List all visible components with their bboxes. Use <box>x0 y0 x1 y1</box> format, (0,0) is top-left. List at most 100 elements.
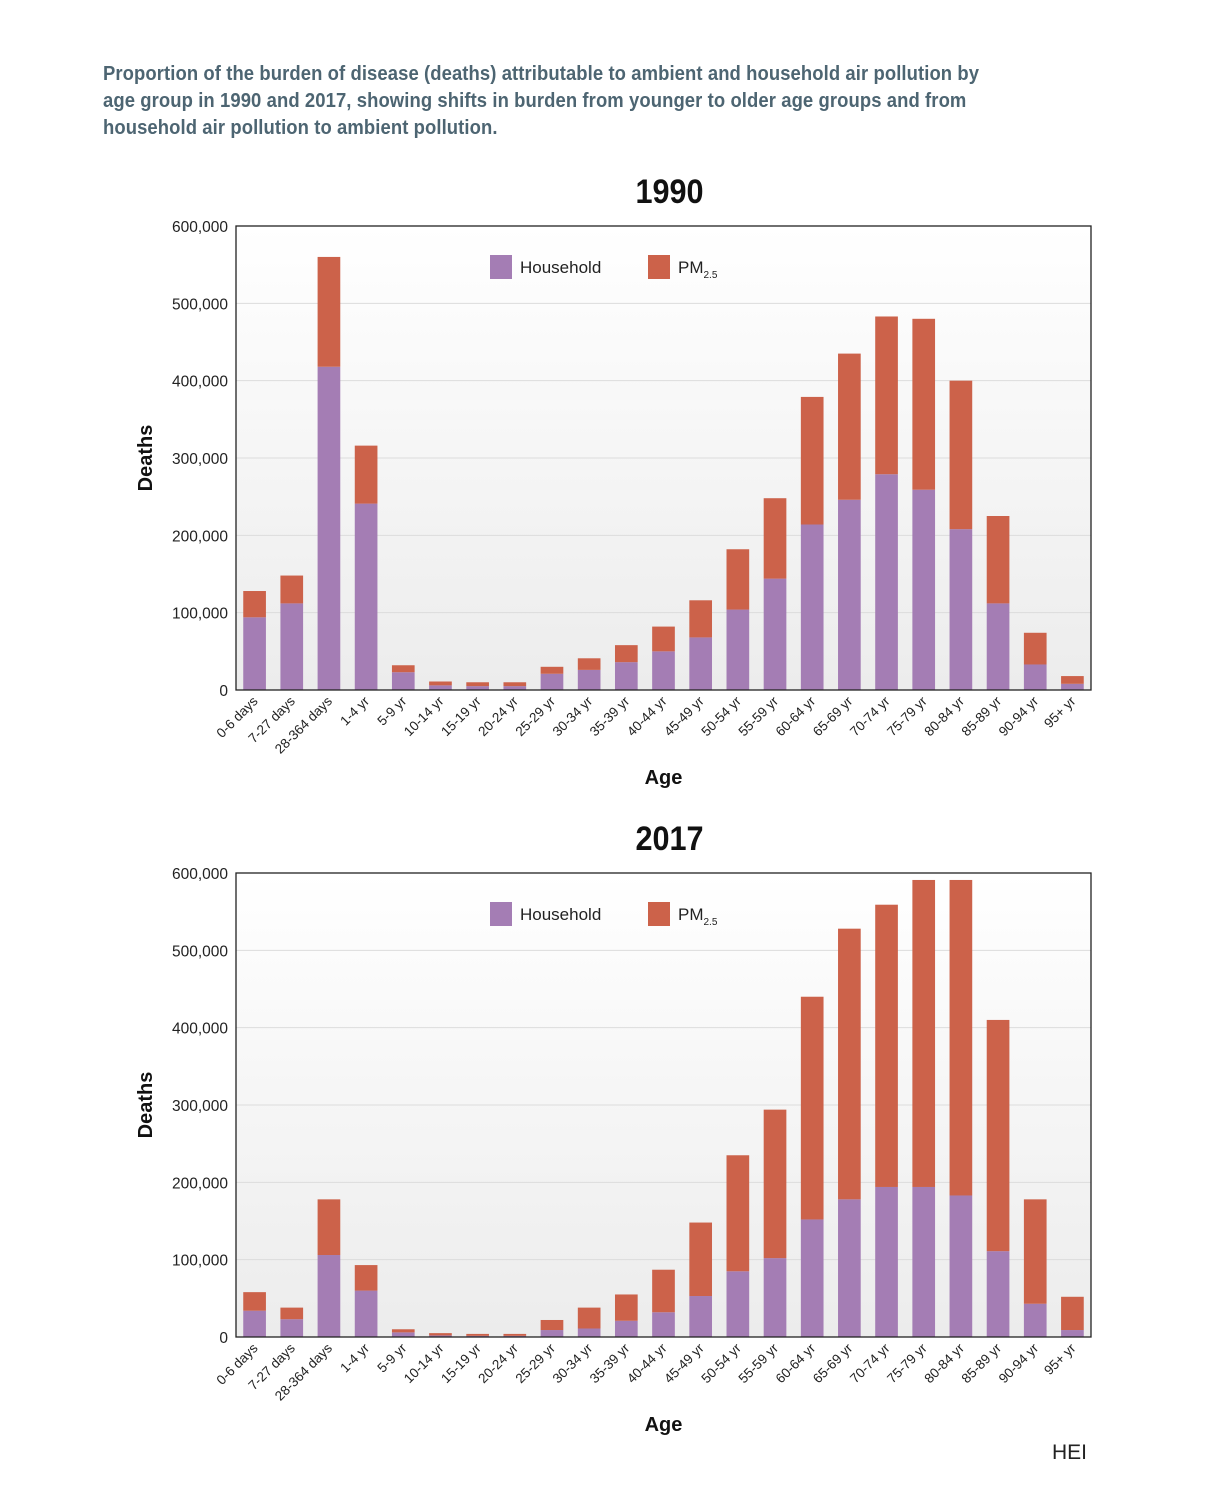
bar-pm25 <box>317 256 341 367</box>
bar-pm25 <box>838 928 861 1200</box>
x-tick-label: 1-4 yr <box>337 1340 372 1375</box>
bar-pm25 <box>243 1292 266 1311</box>
bar-household <box>1061 683 1084 690</box>
x-tick-label: 35-39 yr <box>587 693 633 739</box>
x-tick-label: 75-79 yr <box>884 693 930 739</box>
chart-title: 2017 <box>635 820 703 858</box>
bar-pm25 <box>466 1333 489 1336</box>
bar-pm25 <box>577 1307 601 1329</box>
bar-household <box>689 637 713 690</box>
bar-household <box>354 1290 378 1337</box>
x-tick-label: 85-89 yr <box>959 1340 1005 1386</box>
x-tick-label: 15-19 yr <box>438 693 484 739</box>
chart-title: 1990 <box>635 173 703 211</box>
bar-pm25 <box>726 1155 750 1272</box>
bar-household <box>838 499 861 690</box>
bar-household <box>429 1335 452 1337</box>
y-tick-label: 0 <box>219 683 228 700</box>
bar-pm25 <box>949 879 973 1196</box>
y-tick-label: 600,000 <box>172 219 228 236</box>
bar-household <box>986 603 1010 690</box>
x-tick-label: 1-4 yr <box>337 693 372 728</box>
x-tick-label: 40-44 yr <box>624 1340 670 1386</box>
x-tick-label: 30-34 yr <box>550 693 596 739</box>
y-tick-label: 600,000 <box>172 866 228 883</box>
bar-pm25 <box>875 316 898 475</box>
bar-household <box>614 1320 638 1337</box>
y-axis-label: Deaths <box>135 425 157 492</box>
legend-swatch <box>648 255 670 279</box>
x-tick-label: 10-14 yr <box>401 1340 447 1386</box>
x-tick-label: 70-74 yr <box>847 693 893 739</box>
y-tick-label: 400,000 <box>172 1021 228 1038</box>
bar-household <box>540 673 564 690</box>
bar-household <box>391 1332 415 1337</box>
x-tick-label: 90-94 yr <box>996 1340 1042 1386</box>
bar-pm25 <box>800 396 824 525</box>
bar-pm25 <box>652 626 675 652</box>
x-tick-label: 20-24 yr <box>475 1340 521 1386</box>
bar-pm25 <box>354 445 378 504</box>
x-tick-label: 60-64 yr <box>773 693 819 739</box>
x-tick-label: 95+ yr <box>1041 1340 1079 1378</box>
bar-household <box>280 1319 304 1337</box>
bar-pm25 <box>503 682 527 687</box>
bar-household <box>1023 1303 1047 1337</box>
x-tick-label: 70-74 yr <box>847 1340 893 1386</box>
y-axis-label: Deaths <box>135 1072 157 1139</box>
bar-pm25 <box>317 1199 341 1256</box>
bar-pm25 <box>466 682 489 687</box>
bar-household <box>949 1195 973 1337</box>
legend: Household PM2.5 <box>490 255 718 281</box>
bar-pm25 <box>800 996 824 1220</box>
plot-frame <box>235 225 1092 691</box>
bar-household <box>1061 1330 1084 1337</box>
bar-pm25 <box>912 318 936 490</box>
y-tick-label: 500,000 <box>172 943 228 960</box>
y-tick-label: 200,000 <box>172 528 228 545</box>
bar-household <box>986 1251 1010 1337</box>
x-tick-label: 60-64 yr <box>773 1340 819 1386</box>
x-tick-label: 5-9 yr <box>374 1340 409 1375</box>
bar-pm25 <box>243 591 266 618</box>
bar-pm25 <box>503 1333 527 1336</box>
bar-pm25 <box>1023 632 1047 665</box>
bar-household <box>540 1330 564 1337</box>
bar-household <box>280 603 304 690</box>
y-tick-label: 300,000 <box>172 451 228 468</box>
y-tick-label: 0 <box>219 1330 228 1347</box>
x-tick-label: 80-84 yr <box>921 693 967 739</box>
bar-pm25 <box>1061 1296 1084 1331</box>
bar-household <box>912 489 936 690</box>
x-tick-label: 55-59 yr <box>736 1340 782 1386</box>
x-tick-label: 50-54 yr <box>698 693 744 739</box>
legend: Household PM2.5 <box>490 902 718 928</box>
x-tick-label: 95+ yr <box>1041 693 1079 731</box>
x-tick-label: 30-34 yr <box>550 1340 596 1386</box>
x-tick-label: 65-69 yr <box>810 693 856 739</box>
bar-household <box>466 686 489 690</box>
x-tick-label: 65-69 yr <box>810 1340 856 1386</box>
bar-pm25 <box>614 1294 638 1321</box>
chart-2017: 2017 0 100,000 200,000 300,000 400,000 500,000… <box>135 820 1092 1436</box>
bar-pm25 <box>429 681 452 686</box>
bar-household <box>689 1296 713 1337</box>
legend-swatch <box>648 902 670 926</box>
bar-household <box>503 686 527 690</box>
bar-pm25 <box>986 516 1010 604</box>
y-tick-label: 200,000 <box>172 1175 228 1192</box>
bar-pm25 <box>763 498 787 579</box>
x-tick-label: 55-59 yr <box>736 693 782 739</box>
y-tick-label: 100,000 <box>172 606 228 623</box>
bar-household <box>800 524 824 690</box>
x-tick-label: 10-14 yr <box>401 693 447 739</box>
bar-pm25 <box>652 1269 675 1313</box>
x-tick-label: 25-29 yr <box>512 693 558 739</box>
plot-frame <box>235 872 1092 1338</box>
bar-pm25 <box>429 1333 452 1336</box>
bar-household <box>652 1312 675 1337</box>
legend-label: PM2.5 <box>678 905 718 928</box>
bar-pm25 <box>1023 1199 1047 1304</box>
bar-pm25 <box>354 1265 378 1291</box>
figure-caption: Proportion of the burden of disease (dea… <box>103 62 980 139</box>
